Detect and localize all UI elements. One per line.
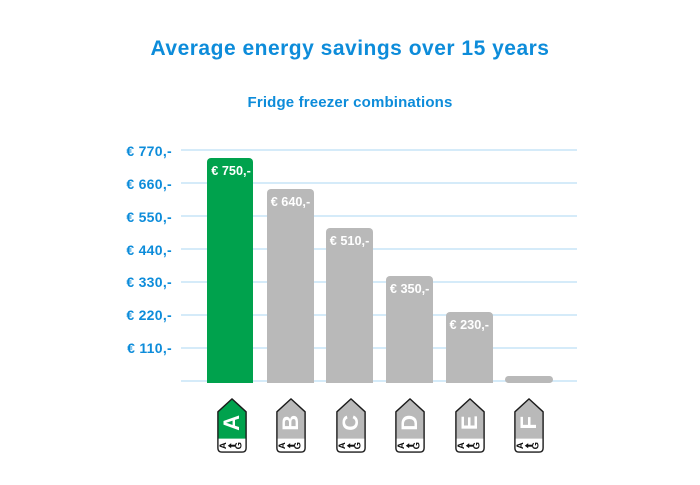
svg-text:D: D bbox=[397, 415, 422, 431]
svg-text:A: A bbox=[219, 415, 244, 431]
svg-text:A: A bbox=[456, 442, 467, 449]
svg-text:A: A bbox=[277, 442, 288, 449]
svg-text:A: A bbox=[218, 442, 229, 449]
svg-text:G: G bbox=[471, 442, 482, 449]
svg-text:G: G bbox=[412, 442, 423, 449]
svg-text:G: G bbox=[293, 442, 304, 449]
svg-text:G: G bbox=[233, 442, 244, 449]
svg-text:F: F bbox=[516, 416, 541, 429]
svg-text:B: B bbox=[278, 415, 303, 431]
svg-text:A: A bbox=[337, 442, 348, 449]
svg-text:G: G bbox=[531, 442, 542, 449]
svg-text:A: A bbox=[515, 442, 526, 449]
svg-text:E: E bbox=[457, 415, 482, 430]
svg-text:C: C bbox=[338, 415, 363, 431]
svg-text:A: A bbox=[396, 442, 407, 449]
svg-text:G: G bbox=[352, 442, 363, 449]
